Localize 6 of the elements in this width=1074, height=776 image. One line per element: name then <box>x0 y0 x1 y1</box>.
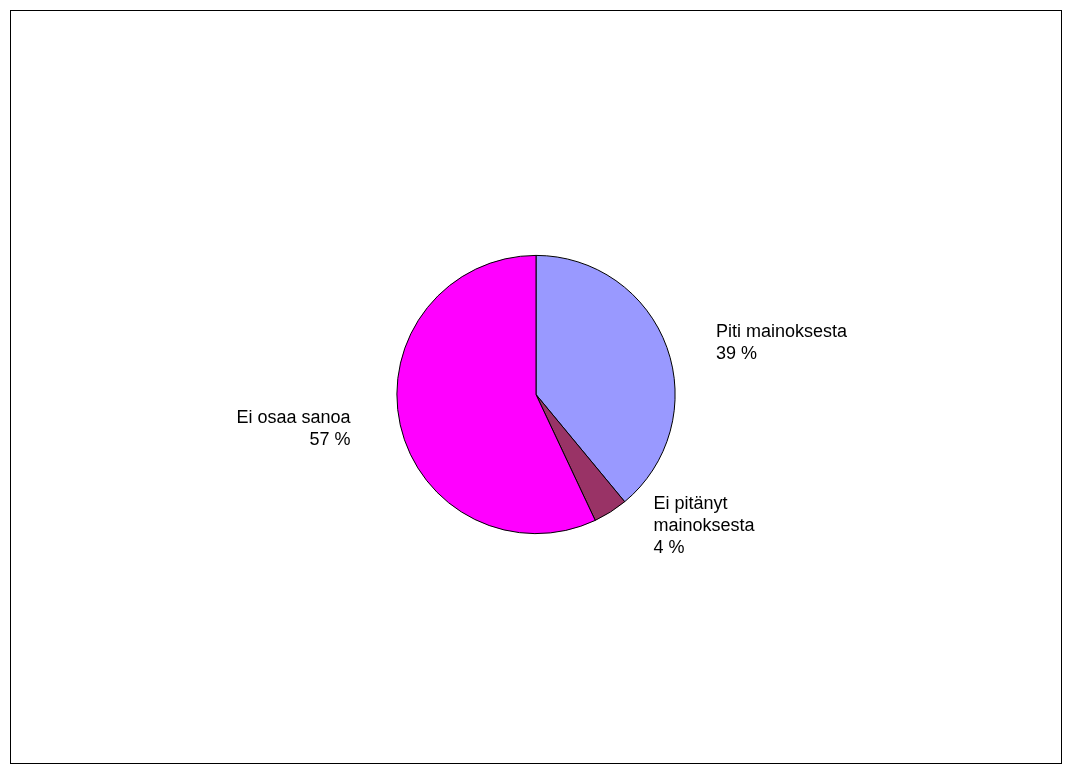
data-label: 39 % <box>716 343 758 364</box>
data-label: 57 % <box>309 429 351 450</box>
slice-label: Ei pitänyt mainoksesta <box>653 492 756 535</box>
slice-label: Ei osaa sanoa <box>236 407 352 428</box>
data-label: 4 % <box>653 536 685 557</box>
slice-label: Piti mainoksesta <box>716 321 849 342</box>
